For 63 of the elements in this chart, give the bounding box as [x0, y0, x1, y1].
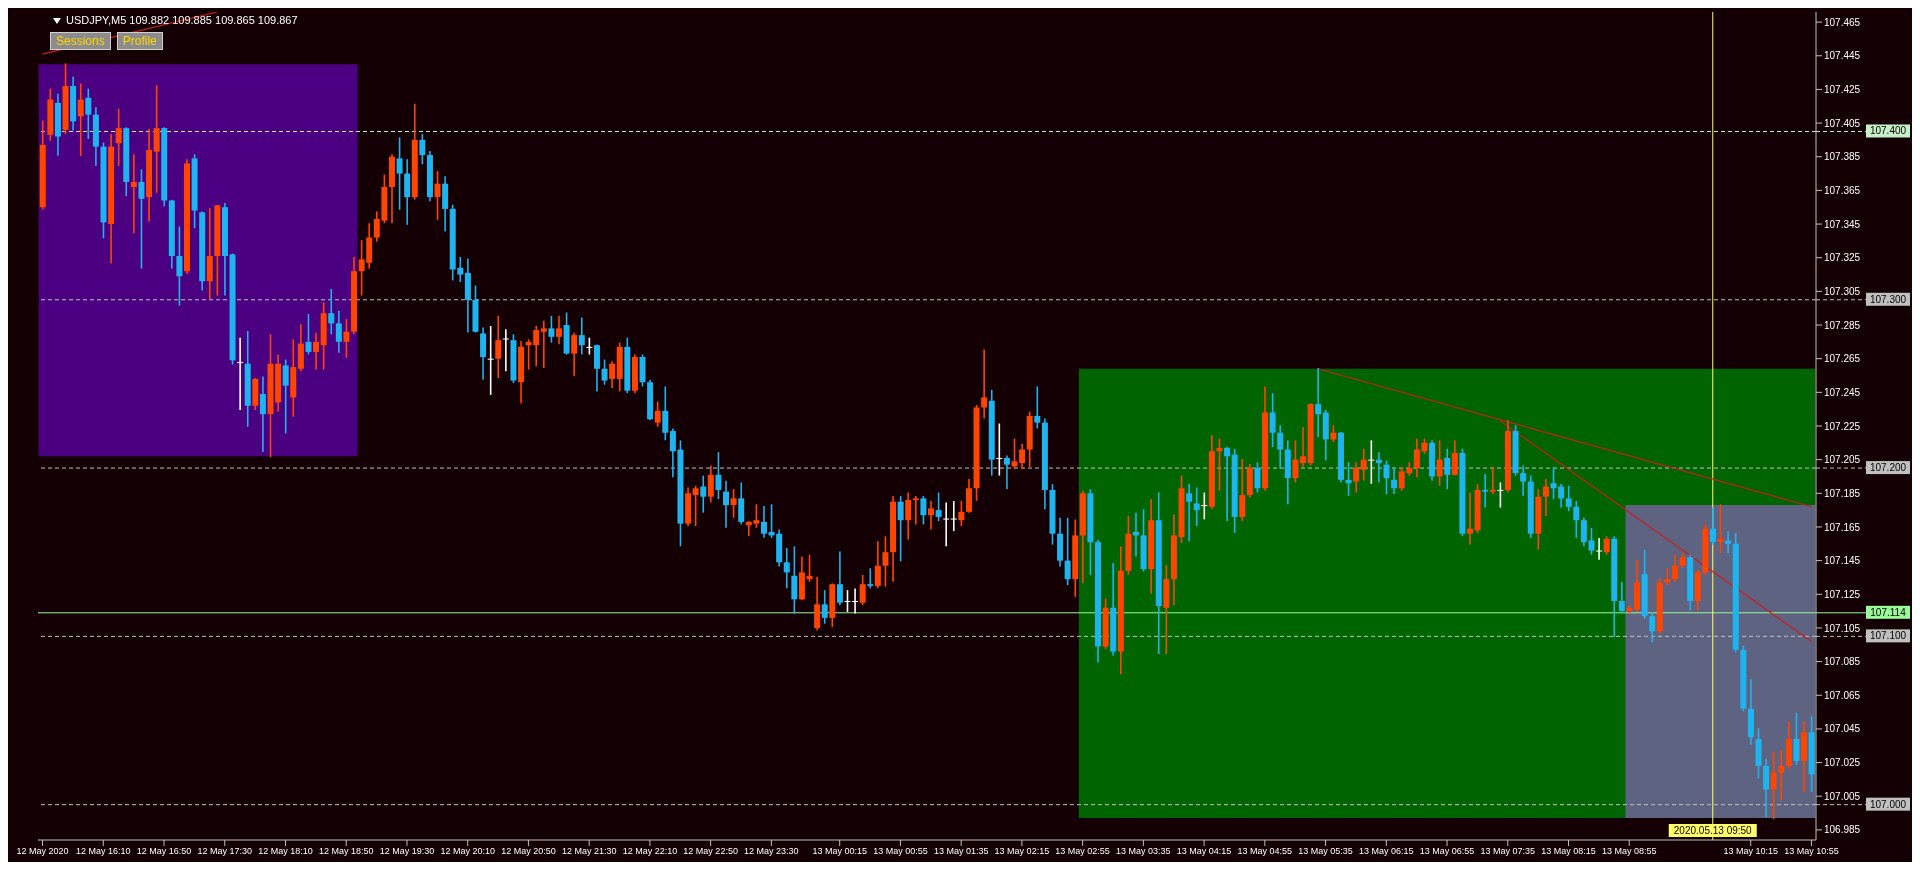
y-tick-label: 107.005 [1824, 790, 1861, 802]
x-tick-label: 12 May 18:50 [318, 846, 374, 857]
x-tick-label: 13 May 07:35 [1480, 846, 1536, 857]
y-tick-label: 107.445 [1824, 50, 1861, 62]
y-tick-label: 107.065 [1824, 689, 1861, 701]
x-tick-label: 13 May 05:35 [1298, 846, 1353, 857]
y-tick-label: 107.385 [1824, 151, 1861, 163]
x-tick-label: 12 May 2020 [16, 846, 69, 857]
y-tick-label: 107.145 [1824, 555, 1861, 567]
x-tick-label: 12 May 21:30 [561, 846, 617, 857]
x-tick-label: 13 May 03:35 [1116, 846, 1171, 857]
x-tick-label: 13 May 08:15 [1541, 846, 1596, 857]
ref-line-label: 107.200 [1869, 462, 1907, 474]
y-tick-label: 107.225 [1824, 420, 1861, 432]
y-tick-label: 107.265 [1824, 353, 1861, 365]
x-tick-label: 13 May 04:55 [1237, 846, 1293, 857]
ref-line-label: 107.100 [1869, 630, 1907, 642]
y-tick-label: 107.205 [1824, 454, 1861, 466]
y-tick-label: 107.025 [1824, 757, 1861, 769]
button: Sessions [50, 32, 111, 50]
y-tick-label: 107.085 [1824, 656, 1861, 668]
x-tick-label: 13 May 02:15 [994, 846, 1050, 857]
x-tick-label: 12 May 22:50 [683, 846, 738, 857]
x-tick-label: 13 May 00:15 [812, 846, 867, 857]
x-tick-label: 13 May 08:55 [1601, 846, 1657, 857]
x-tick-label: 12 May 16:50 [136, 846, 192, 857]
y-tick-label: 107.045 [1824, 723, 1861, 735]
ref-line-label: 107.400 [1869, 125, 1907, 137]
y-tick-label: 106.985 [1824, 824, 1861, 836]
x-tick-label: 12 May 17:30 [197, 846, 253, 857]
x-tick-label: 13 May 02:55 [1055, 846, 1110, 857]
y-tick-label: 107.245 [1824, 386, 1861, 398]
x-tick-label: 13 May 06:15 [1359, 846, 1414, 857]
x-tick-label: 12 May 20:50 [501, 846, 556, 857]
y-tick-label: 107.405 [1824, 117, 1861, 129]
x-tick-label: 12 May 23:30 [744, 846, 799, 857]
x-tick-label: 13 May 10:15 [1723, 846, 1778, 857]
button: Profile [116, 32, 163, 50]
x-tick-label: 12 May 19:30 [379, 846, 435, 857]
x-tick-label: 12 May 16:10 [76, 846, 131, 857]
x-tick-label: 13 May 06:55 [1419, 846, 1475, 857]
x-tick-label: 13 May 10:55 [1784, 846, 1839, 857]
y-tick-label: 107.105 [1824, 622, 1861, 634]
ref-line-label: 107.000 [1869, 798, 1907, 810]
y-tick-label: 107.185 [1824, 487, 1861, 499]
x-tick-label: 12 May 18:10 [258, 846, 313, 857]
y-tick-label: 107.165 [1824, 521, 1861, 533]
y-tick-label: 107.305 [1824, 285, 1861, 297]
ref-line-label: 107.114 [1870, 606, 1907, 618]
y-tick-label: 107.425 [1824, 83, 1861, 95]
y-tick-label: 107.125 [1824, 588, 1861, 600]
y-tick-label: 107.285 [1824, 319, 1861, 331]
x-tick-label: 13 May 00:55 [873, 846, 928, 857]
ref-line-label: 107.300 [1869, 293, 1907, 305]
y-tick-label: 107.365 [1824, 184, 1861, 196]
x-tick-label: 13 May 01:35 [933, 846, 989, 857]
y-tick-label: 107.345 [1824, 218, 1861, 230]
x-tick-label: 12 May 22:10 [622, 846, 678, 857]
x-tick-label: 13 May 04:15 [1176, 846, 1232, 857]
y-tick-label: 107.465 [1824, 16, 1861, 28]
ref-line-label: 2020.05.13 09:50 [1673, 825, 1753, 836]
x-tick-label: 12 May 20:10 [440, 846, 495, 857]
y-tick-label: 107.325 [1824, 252, 1861, 264]
